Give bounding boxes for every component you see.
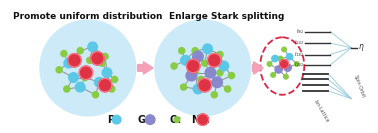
Circle shape — [82, 74, 88, 81]
Circle shape — [87, 57, 93, 63]
Text: O:: O: — [169, 115, 181, 125]
Circle shape — [98, 78, 112, 92]
Circle shape — [102, 68, 112, 78]
Circle shape — [279, 59, 289, 68]
Circle shape — [64, 86, 70, 92]
Circle shape — [217, 51, 223, 58]
Circle shape — [174, 117, 180, 122]
Circle shape — [61, 51, 67, 57]
Circle shape — [208, 54, 221, 67]
Circle shape — [109, 86, 115, 92]
Circle shape — [198, 78, 211, 92]
Circle shape — [145, 115, 155, 124]
Text: $\mathit{I}_{11/2}$: $\mathit{I}_{11/2}$ — [294, 39, 304, 47]
Circle shape — [171, 63, 177, 69]
Circle shape — [198, 76, 204, 82]
Circle shape — [225, 86, 231, 92]
Circle shape — [99, 60, 105, 66]
Text: $\mathit{I}_{13/2}$: $\mathit{I}_{13/2}$ — [294, 50, 304, 59]
Text: $\mathit{I}_{9/2}$: $\mathit{I}_{9/2}$ — [296, 27, 304, 36]
Circle shape — [181, 84, 187, 90]
Circle shape — [193, 51, 203, 62]
Circle shape — [205, 67, 216, 78]
Circle shape — [79, 66, 93, 79]
Text: $\eta$: $\eta$ — [358, 42, 364, 53]
Circle shape — [228, 72, 235, 79]
Text: Ion-Lattice: Ion-Lattice — [313, 99, 330, 123]
Circle shape — [76, 82, 85, 92]
Text: Enlarge Stark splitting: Enlarge Stark splitting — [169, 12, 284, 21]
Circle shape — [102, 53, 108, 59]
Circle shape — [294, 62, 299, 66]
Text: Ge:: Ge: — [138, 115, 156, 125]
Circle shape — [94, 78, 104, 87]
Circle shape — [275, 66, 282, 73]
Circle shape — [197, 114, 209, 125]
Circle shape — [284, 74, 288, 79]
Circle shape — [267, 62, 272, 66]
Circle shape — [40, 20, 136, 116]
Circle shape — [192, 70, 198, 76]
Circle shape — [203, 44, 212, 54]
Circle shape — [284, 64, 291, 71]
Circle shape — [211, 92, 217, 98]
Circle shape — [272, 55, 278, 62]
Circle shape — [64, 58, 73, 68]
Circle shape — [179, 48, 185, 54]
Circle shape — [112, 115, 121, 124]
Circle shape — [219, 61, 229, 71]
Circle shape — [186, 70, 197, 81]
Circle shape — [88, 42, 98, 52]
Text: Promote uniform distribution: Promote uniform distribution — [13, 12, 163, 21]
Circle shape — [91, 52, 104, 65]
Circle shape — [271, 73, 276, 77]
Circle shape — [155, 20, 251, 116]
Text: $\mathit{I}_{15/2}$: $\mathit{I}_{15/2}$ — [294, 61, 304, 69]
FancyArrow shape — [253, 62, 263, 74]
Circle shape — [278, 56, 283, 61]
Circle shape — [93, 92, 99, 98]
Circle shape — [201, 60, 208, 66]
Circle shape — [287, 54, 293, 60]
Text: P:: P: — [107, 115, 118, 125]
Circle shape — [217, 70, 223, 76]
Circle shape — [212, 77, 222, 88]
Circle shape — [192, 48, 198, 54]
Circle shape — [181, 55, 191, 65]
Circle shape — [282, 47, 287, 52]
Text: Spin-Orbit: Spin-Orbit — [353, 75, 366, 99]
FancyArrow shape — [138, 62, 153, 74]
Circle shape — [69, 73, 78, 82]
Circle shape — [193, 84, 203, 94]
Circle shape — [68, 54, 81, 67]
Circle shape — [112, 76, 118, 82]
Circle shape — [77, 48, 83, 54]
Circle shape — [186, 59, 200, 73]
Circle shape — [56, 67, 62, 73]
Text: Nd:: Nd: — [191, 115, 211, 125]
